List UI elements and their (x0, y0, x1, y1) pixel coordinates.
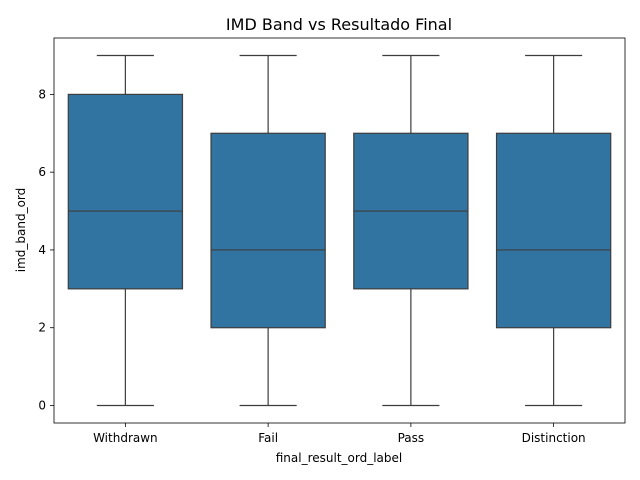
box-pass (353, 54, 469, 407)
y-tick-label: 0 (38, 399, 46, 413)
x-tick-label: Withdrawn (93, 431, 158, 445)
x-tick-label: Fail (258, 431, 278, 445)
y-tick-label: 2 (38, 321, 46, 335)
y-ticks: 0 2 4 6 8 (38, 87, 54, 413)
x-ticks: Withdrawn Fail Pass Distinction (93, 423, 586, 445)
y-tick-label: 4 (38, 243, 46, 257)
box-withdrawn (67, 54, 184, 407)
plot-area (67, 54, 612, 407)
x-tick-label: Distinction (522, 431, 586, 445)
x-axis-label: final_result_ord_label (276, 451, 403, 465)
iqr-box (210, 132, 326, 329)
y-tick-label: 8 (38, 87, 46, 101)
iqr-box (67, 93, 184, 290)
y-tick-label: 6 (38, 165, 46, 179)
y-axis-label: imd_band_ord (14, 188, 28, 273)
chart-title: IMD Band vs Resultado Final (226, 15, 452, 34)
iqr-box (495, 132, 612, 329)
box-fail (210, 54, 326, 407)
x-tick-label: Pass (398, 431, 425, 445)
axes-frame (53, 37, 626, 424)
box-distinction (495, 54, 612, 407)
